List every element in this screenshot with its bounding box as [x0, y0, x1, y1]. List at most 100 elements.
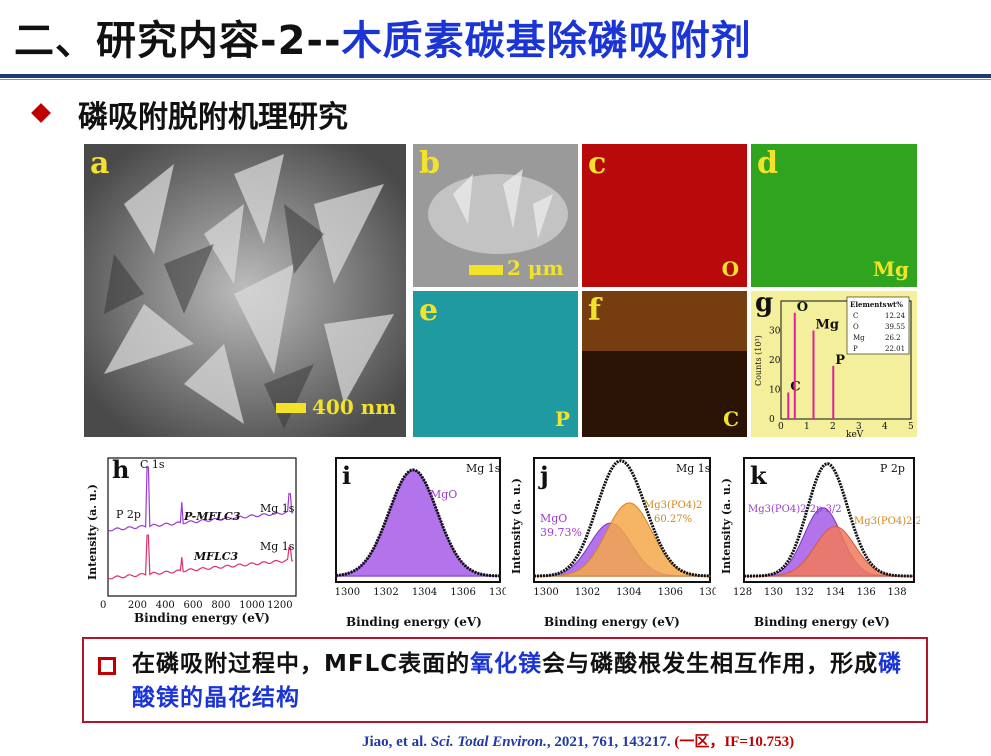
component-area — [744, 525, 914, 577]
series-line-mflc — [107, 534, 294, 580]
chart-title: Mg 1s — [466, 462, 501, 475]
series-label: Mg3(PO4)2 2p 3/2 — [748, 504, 842, 515]
xps-mg1s-j-svg: j Mg 1s 1300 1302 1304 1306 1308 Binding energy… — [510, 457, 716, 629]
xps-survey-h: h P-MFLC3 MFLC3 C 1s P 2p Mg 1s Mg 1s 0 200 400 60… — [84, 450, 306, 630]
sem-texture — [84, 144, 406, 437]
panel-label-a: a — [90, 146, 110, 181]
table-header: wt% — [886, 300, 903, 309]
x-tick-label: 2 — [830, 422, 836, 432]
y-tick-label: 20 — [769, 356, 781, 366]
panel-label-f: f — [588, 293, 601, 328]
conclusion-highlight-mgo: 氧化镁 — [470, 651, 543, 677]
conclusion-box: 在磷吸附过程中，MFLC表面的氧化镁会与磷酸根发生相互作用，形成磷酸镁的晶花结构 — [82, 637, 928, 723]
series-label: Mg3(PO4)2 2p 1/2 — [854, 516, 920, 527]
x-tick-label: 138 — [888, 587, 907, 598]
title-rule-thin — [0, 79, 991, 80]
table-header: Elements — [850, 300, 887, 309]
y-tick-label: 10 — [769, 386, 781, 396]
x-tick-label: 0 — [100, 600, 106, 611]
x-tick-label: 1304 — [412, 587, 437, 598]
y-tick-label: 0 — [769, 415, 775, 425]
panel-label-b: b — [419, 146, 440, 181]
eds-spectrum-g: gCOMgP0123450102030keVCounts (10³)Elemen… — [751, 291, 917, 437]
scale-label: 400 nm — [312, 395, 397, 419]
chart-title: Mg 1s — [676, 462, 711, 475]
element-label-o: O — [721, 257, 739, 281]
x-tick-label: 132 — [795, 587, 814, 598]
peak-annotation: Mg 1s — [260, 502, 295, 515]
citation-authors: Jiao, et al. — [362, 734, 427, 750]
y-axis-label: Intensity (a. u.) — [86, 484, 99, 580]
table-cell: 12.24 — [885, 312, 906, 320]
peak-annotation: C 1s — [140, 458, 165, 471]
series-label: MgO — [540, 512, 567, 525]
series-percent: 39.73% — [540, 526, 582, 539]
sem-b-texture — [413, 144, 578, 287]
envelope-line — [744, 462, 914, 578]
table-cell: C — [853, 312, 858, 320]
scale-label-b: 2 μm — [507, 256, 564, 280]
x-tick-label: 200 — [128, 600, 147, 611]
citation-details: , 2021, 761, 143217. — [546, 734, 671, 750]
element-label-mg: Mg — [872, 257, 909, 281]
peak-label: Mg — [816, 318, 839, 333]
table-cell: 26.2 — [885, 334, 901, 342]
table-cell: 39.55 — [885, 323, 905, 331]
x-tick-label: 136 — [857, 587, 876, 598]
x-tick-label: 5 — [908, 422, 914, 432]
conclusion-part1: 在磷吸附过程中，MFLC表面的 — [132, 651, 471, 677]
title-bar: 二、研究内容-2--木质素碳基除磷吸附剂 — [0, 0, 991, 76]
panel-label-c: c — [588, 146, 607, 181]
title-prefix: 二、研究内容-2-- — [14, 18, 342, 64]
x-tick-label: 1300 — [335, 587, 360, 598]
series-label: Mg3(PO4)2 — [644, 500, 702, 511]
eds-c-texture — [582, 291, 747, 437]
x-tick-label: 400 — [156, 600, 175, 611]
table-cell: 22.01 — [885, 345, 905, 353]
x-tick-label: 1308 — [489, 587, 506, 598]
sem-image-a: a 400 nm — [84, 144, 406, 437]
table-cell: O — [853, 323, 859, 331]
x-tick-label: 1302 — [575, 587, 600, 598]
peak-label: O — [797, 300, 808, 315]
y-axis-label: Intensity (a. u.) — [720, 478, 733, 574]
y-axis-label: Intensity (a. u.) — [510, 478, 523, 574]
x-tick-label: 1000 — [239, 600, 264, 611]
panel-label: k — [750, 461, 768, 490]
scale-bar — [276, 403, 306, 413]
x-tick-label: 1304 — [616, 587, 641, 598]
y-axis-label: Counts (10³) — [754, 335, 763, 386]
peak-label: P — [835, 353, 845, 368]
panel-label-h: h — [112, 455, 129, 484]
x-tick-label: 1300 — [533, 587, 558, 598]
x-tick-label: 1200 — [267, 600, 292, 611]
x-axis-label: keV — [846, 430, 864, 437]
sem-image-b: b 2 μm — [413, 144, 578, 287]
table-cell: P — [853, 345, 858, 353]
section-subtitle: 磷吸附脱附机理研究 — [78, 100, 348, 135]
title-rule — [0, 74, 991, 78]
xps-mg1s-i: i Mg 1s 1300 1302 1304 1306 1308 Binding energy… — [310, 450, 506, 630]
xps-p2p-k: k P 2p 128 130 132 134 136 138 Binding energy (e… — [718, 450, 920, 630]
scale-bar-b — [469, 265, 503, 275]
x-tick-label: 1 — [804, 422, 810, 432]
x-tick-label: 134 — [826, 587, 845, 598]
panel-label: j — [538, 461, 549, 490]
eds-map-p: e P — [413, 291, 578, 437]
title-highlight: 木质素碳基除磷吸附剂 — [341, 18, 752, 64]
eds-map-mg: d Mg — [751, 144, 917, 287]
plot-frame — [335, 457, 501, 583]
x-tick-label: 800 — [211, 600, 230, 611]
series-line-p-mflc — [107, 466, 294, 532]
conclusion-text: 在磷吸附过程中，MFLC表面的氧化镁会与磷酸根发生相互作用，形成磷酸镁的晶花结构 — [132, 647, 912, 715]
diamond-bullet-icon — [31, 103, 51, 123]
x-tick-label: 1306 — [450, 587, 475, 598]
x-tick-label: 3 — [856, 422, 862, 432]
eds-spectrum-svg: gCOMgP0123450102030keVCounts (10³)Elemen… — [754, 291, 914, 437]
citation-journal: Sci. Total Environ. — [430, 734, 547, 750]
y-tick-label: 30 — [769, 327, 781, 337]
xps-survey-svg: h P-MFLC3 MFLC3 C 1s P 2p Mg 1s Mg 1s 0 200 400 60… — [86, 455, 297, 625]
xps-mg1s-j: j Mg 1s 1300 1302 1304 1306 1308 Binding energy… — [508, 450, 716, 630]
x-tick-label: 1308 — [699, 587, 716, 598]
x-tick-label: 600 — [184, 600, 203, 611]
